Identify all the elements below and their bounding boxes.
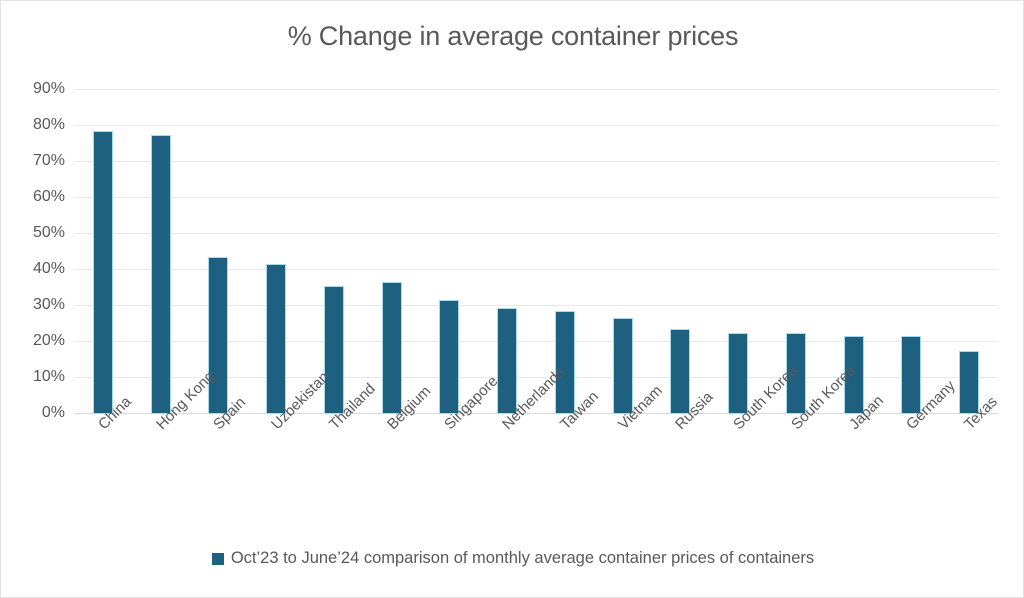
bar[interactable] [323,286,344,414]
bar[interactable] [208,257,229,414]
bar[interactable] [785,332,806,415]
bar-slot [883,89,941,414]
gridline-30% [74,305,998,306]
x-axis-labels: China Hong Kong Spain Uzbekistan Thailand Bel… [74,362,1001,533]
bar[interactable] [843,336,864,414]
gridline-10% [74,377,998,378]
bar-slot [421,89,479,414]
y-axis-tick-label: 70% [32,152,65,169]
bar-slot [247,89,305,414]
bar[interactable] [266,264,287,414]
y-axis-tick-label: 50% [32,224,65,241]
bar[interactable] [92,131,113,414]
legend-label: Oct’23 to June’24 comparison of monthly … [230,549,815,567]
bar-slot [940,89,998,415]
bar-slot [825,89,883,414]
chart-legend: Oct’23 to June’24 comparison of monthly … [1,549,1024,568]
gridline-80% [74,125,998,126]
bar-slot [363,89,421,414]
bar[interactable] [150,134,171,415]
gridline-20% [74,341,998,342]
bar[interactable] [959,350,980,415]
bar[interactable] [670,329,691,414]
bar[interactable] [381,282,402,414]
gridline-50% [74,233,998,234]
chart-title: % Change in average container prices [287,21,739,51]
bar-slot [536,89,594,414]
gridline-70% [74,161,998,162]
bar[interactable] [439,300,460,414]
y-axis-tick-label: 90% [32,80,65,97]
y-axis-tick-label: 20% [32,332,65,349]
bar-slot [478,89,536,415]
bar[interactable] [497,307,518,415]
bar-slot [74,89,132,414]
y-axis-tick-label: 60% [32,188,65,205]
bar-slot [709,89,767,415]
y-axis-tick-label: 0% [41,404,65,421]
gridline-40% [74,269,998,270]
bar-slot [767,89,825,415]
bar-slot [190,89,248,414]
bar[interactable] [901,336,922,414]
bar[interactable] [612,318,633,414]
bar[interactable] [554,311,575,414]
y-axis-labels: 90% 80% 70% 60% 50% 40% 30% 20% 10% 0% [1,81,65,421]
bar-series [74,89,998,415]
y-axis-tick-label: 40% [32,260,65,277]
gridline-0% [74,413,998,414]
gridline-60% [74,197,998,198]
bar-slot [305,89,363,414]
y-axis-tick-label: 80% [32,116,65,133]
bar-slot [652,89,710,414]
y-axis-tick-label: 10% [32,368,65,385]
legend-swatch-icon [211,552,224,565]
y-axis-tick-label: 30% [32,296,65,313]
gridline-90% [74,89,998,90]
bar-slot [594,89,652,414]
bar-slot [132,89,190,415]
bar[interactable] [728,332,749,415]
plot-area [74,89,998,415]
